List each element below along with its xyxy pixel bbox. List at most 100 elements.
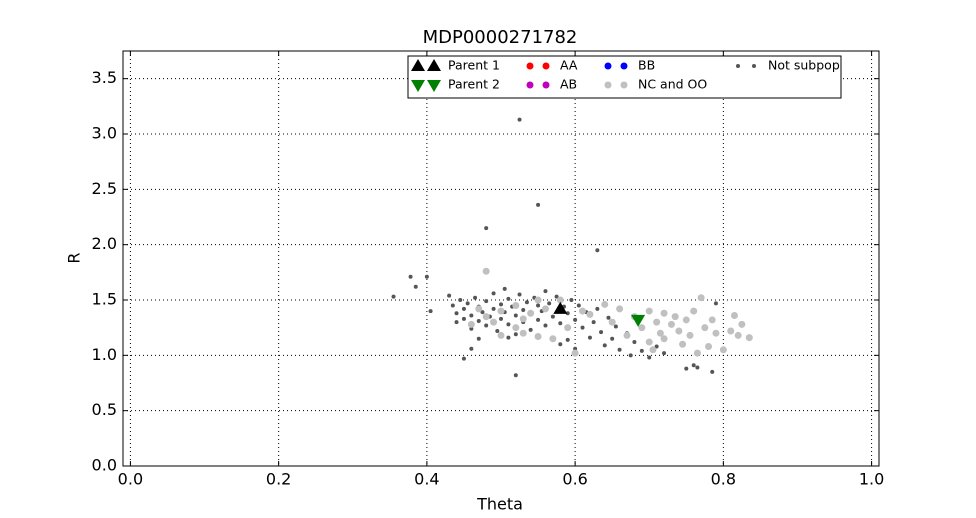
point <box>691 363 696 368</box>
point <box>450 303 455 308</box>
point <box>682 316 690 324</box>
point <box>536 303 541 308</box>
point <box>631 314 646 327</box>
point <box>639 348 644 353</box>
point <box>695 365 700 370</box>
point <box>713 301 718 306</box>
point <box>675 327 683 335</box>
point <box>730 311 738 319</box>
x-tick-label: 1.0 <box>859 470 884 489</box>
point <box>632 340 637 345</box>
legend-marker <box>526 62 534 70</box>
y-tick-label: 2.0 <box>92 234 117 253</box>
point <box>623 331 631 339</box>
point <box>513 313 518 318</box>
point <box>482 313 490 321</box>
point <box>656 329 664 337</box>
point <box>428 309 433 314</box>
point <box>684 366 689 371</box>
x-tick-label: 0.8 <box>711 470 736 489</box>
point <box>447 293 452 298</box>
point <box>662 351 667 356</box>
point <box>565 337 570 342</box>
y-tick-label: 1.0 <box>92 345 117 364</box>
legend-marker <box>604 62 612 70</box>
point <box>576 303 581 308</box>
point <box>712 329 720 337</box>
point <box>549 335 557 343</box>
point <box>558 342 563 347</box>
point <box>606 315 611 320</box>
point <box>573 346 578 351</box>
legend-label: BB <box>638 58 655 73</box>
point <box>565 311 570 316</box>
point <box>473 295 478 300</box>
point <box>467 320 475 328</box>
point <box>469 346 474 351</box>
y-tick-label: 3.0 <box>92 124 117 143</box>
legend-marker <box>526 81 534 89</box>
x-tick-label: 0.0 <box>118 470 143 489</box>
point <box>553 301 568 314</box>
x-tick-label: 0.4 <box>414 470 439 489</box>
point <box>484 323 489 328</box>
point <box>495 328 500 333</box>
point <box>521 307 526 312</box>
point <box>558 321 563 326</box>
legend-label: Not subpop <box>768 58 840 73</box>
point <box>705 342 713 350</box>
point <box>491 306 496 311</box>
point <box>554 294 559 299</box>
point <box>556 296 564 304</box>
point <box>497 331 505 339</box>
point <box>686 331 694 339</box>
point <box>580 325 585 330</box>
point <box>534 296 542 304</box>
point <box>391 294 396 299</box>
point <box>517 117 522 122</box>
point <box>671 313 679 321</box>
point <box>482 267 490 275</box>
legend-marker <box>411 59 425 71</box>
legend-label: NC and OO <box>638 77 707 92</box>
point <box>506 335 511 340</box>
point <box>586 310 594 318</box>
point <box>475 305 483 313</box>
legend-label: Parent 2 <box>448 77 500 92</box>
point <box>602 343 607 348</box>
point <box>628 353 633 358</box>
point <box>536 202 541 207</box>
point <box>536 317 541 322</box>
y-tick-label: 0.0 <box>92 456 117 475</box>
point <box>499 316 503 321</box>
point <box>541 305 549 313</box>
point <box>513 332 518 337</box>
legend-marker <box>411 80 425 92</box>
point <box>512 324 520 332</box>
point <box>469 326 474 331</box>
point <box>710 369 715 374</box>
point <box>476 319 481 324</box>
point <box>543 289 548 294</box>
point <box>550 314 555 319</box>
point <box>543 323 548 328</box>
point <box>660 335 668 343</box>
point <box>506 296 511 301</box>
point <box>608 318 616 326</box>
point <box>534 333 542 341</box>
point <box>513 373 518 378</box>
point <box>461 356 466 361</box>
legend-marker <box>620 62 628 70</box>
y-tick-label: 3.5 <box>92 68 117 87</box>
plot-frame <box>122 50 880 467</box>
point <box>613 324 618 329</box>
point <box>654 344 659 349</box>
point <box>595 248 600 253</box>
point <box>599 330 604 335</box>
point <box>547 301 552 306</box>
point <box>413 284 418 289</box>
point <box>587 335 592 340</box>
point <box>708 316 716 324</box>
legend-marker <box>604 81 612 89</box>
